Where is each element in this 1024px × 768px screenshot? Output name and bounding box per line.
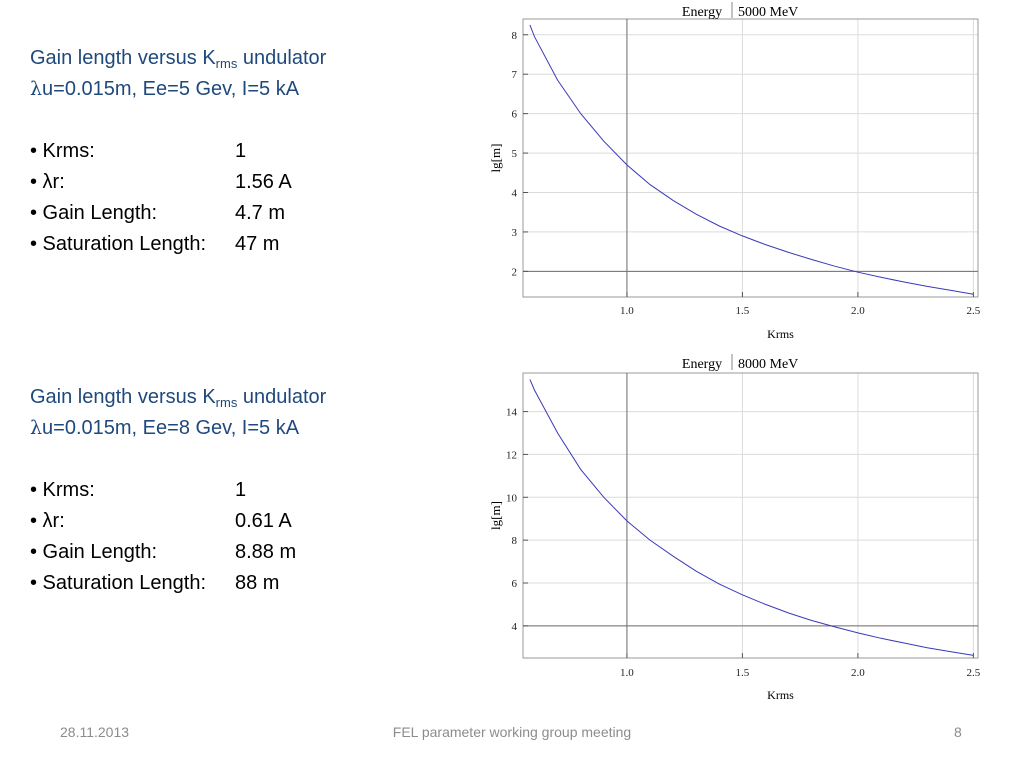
bullet-saturation-length: • Saturation Length: 88 m	[30, 568, 470, 599]
x-axis-label: Krms	[767, 327, 794, 341]
y-tick-label: 4	[512, 188, 518, 200]
x-tick-label: 1.0	[620, 667, 634, 679]
footer-page-number: 8	[954, 724, 962, 740]
bullet-value: 8.88 m	[235, 541, 297, 563]
bullet-saturation-length: • Saturation Length: 47 m	[30, 229, 470, 260]
y-tick-label: 8	[512, 30, 518, 42]
y-tick-label: 7	[512, 69, 518, 81]
bullet-gain-length: • Gain Length: 4.7 m	[30, 198, 470, 229]
heading-text-end: undulator	[237, 47, 327, 69]
chart-title-value: 8000 MeV	[738, 357, 798, 372]
y-tick-label: 10	[506, 492, 518, 504]
bullet-label: • λr:	[30, 510, 65, 532]
text-block-8gev: Gain length versus Krms undulator λu=0.0…	[30, 382, 470, 599]
bullet-value: 1	[235, 479, 247, 501]
bullet-value: 1.56 A	[235, 171, 292, 193]
y-tick-label: 5	[512, 148, 518, 160]
x-tick-label: 2.5	[967, 667, 981, 679]
bullet-label: • Krms:	[30, 479, 95, 501]
bullet-value: 1	[235, 140, 247, 162]
heading-params: u=0.015m, Ee=5 Gev, I=5 kA	[42, 78, 300, 100]
heading-text: Gain length versus K	[30, 386, 216, 408]
y-tick-label: 4	[512, 621, 518, 633]
heading-subscript: rms	[215, 56, 238, 71]
bullet-krms: • Krms: 1	[30, 136, 470, 167]
x-axis-label: Krms	[767, 688, 794, 702]
gain-length-curve	[529, 379, 974, 656]
gain-length-curve	[529, 24, 974, 295]
heading-subscript: rms	[215, 395, 238, 410]
x-tick-label: 2.5	[967, 305, 981, 317]
bullet-label: • λr:	[30, 171, 65, 193]
bullet-label: • Gain Length:	[30, 202, 158, 224]
block-heading: Gain length versus Krms undulator λu=0.0…	[30, 43, 470, 105]
bullet-list: • Krms: 1 • λr: 0.61 A • Gain Length: 8.…	[30, 475, 470, 599]
footer-title: FEL parameter working group meeting	[392, 724, 632, 740]
bullet-lambda-r: • λr: 0.61 A	[30, 506, 470, 537]
bullet-label: • Saturation Length:	[30, 572, 207, 594]
bullet-value: 0.61 A	[235, 510, 292, 532]
y-tick-label: 2	[512, 266, 518, 278]
bullet-lambda-r: • λr: 1.56 A	[30, 167, 470, 198]
x-tick-label: 2.0	[851, 667, 865, 679]
bullet-list: • Krms: 1 • λr: 1.56 A • Gain Length: 4.…	[30, 136, 470, 260]
chart-title-label: Energy	[682, 5, 722, 20]
footer-date: 28.11.2013	[60, 724, 130, 740]
bullet-value: 88 m	[235, 572, 280, 594]
lambda-symbol: λ	[30, 78, 43, 100]
y-axis-label: lg[m]	[488, 501, 503, 530]
block-heading: Gain length versus Krms undulator λu=0.0…	[30, 382, 470, 444]
x-tick-label: 1.5	[736, 667, 750, 679]
y-tick-label: 6	[512, 109, 518, 121]
y-tick-label: 12	[506, 449, 517, 461]
chart-title-value: 5000 MeV	[738, 5, 798, 20]
bullet-value: 4.7 m	[235, 202, 286, 224]
y-tick-label: 14	[506, 407, 518, 419]
heading-text-end: undulator	[237, 386, 327, 408]
bullet-value: 47 m	[235, 233, 280, 255]
y-tick-label: 6	[512, 578, 518, 590]
plot-frame	[522, 18, 979, 298]
y-tick-label: 8	[512, 535, 518, 547]
text-block-5gev: Gain length versus Krms undulator λu=0.0…	[30, 43, 470, 260]
x-tick-label: 2.0	[851, 305, 865, 317]
bullet-label: • Krms:	[30, 140, 95, 162]
plot-frame	[522, 372, 979, 659]
gain-length-chart-5gev: 1.0 1.5 2.0 2.5 2 3 4 5 6 7 8 Energy 5000 MeV Krms lg[…	[488, 2, 981, 341]
lambda-symbol: λ	[30, 417, 43, 439]
y-axis-label: lg[m]	[488, 144, 503, 173]
x-tick-label: 1.0	[620, 305, 634, 317]
y-tick-label: 3	[512, 227, 518, 239]
bullet-label: • Gain Length:	[30, 541, 158, 563]
bullet-gain-length: • Gain Length: 8.88 m	[30, 537, 470, 568]
chart-title-label: Energy	[682, 357, 722, 372]
heading-params: u=0.015m, Ee=8 Gev, I=5 kA	[42, 417, 300, 439]
gain-length-chart-8gev: 1.0 1.5 2.0 2.5 4 6 8 10 12 14 Energy 8000 MeV Krms l…	[488, 354, 981, 702]
bullet-krms: • Krms: 1	[30, 475, 470, 506]
heading-text: Gain length versus K	[30, 47, 216, 69]
x-tick-label: 1.5	[736, 305, 750, 317]
bullet-label: • Saturation Length:	[30, 233, 207, 255]
